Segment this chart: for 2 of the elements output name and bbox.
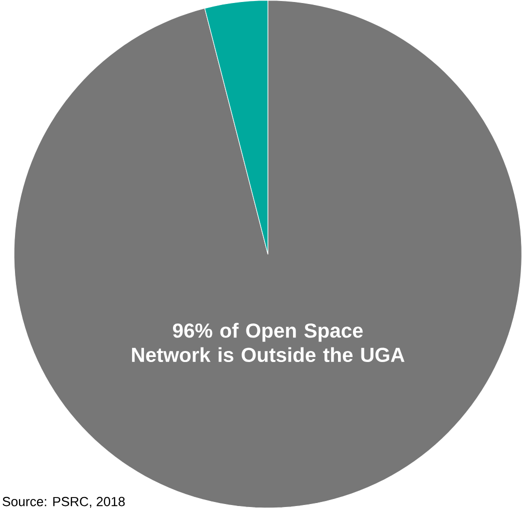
source-note: Source: PSRC, 2018: [2, 497, 125, 508]
text: 96% of Open Space Network is Outside the UGA: [132, 323, 404, 362]
